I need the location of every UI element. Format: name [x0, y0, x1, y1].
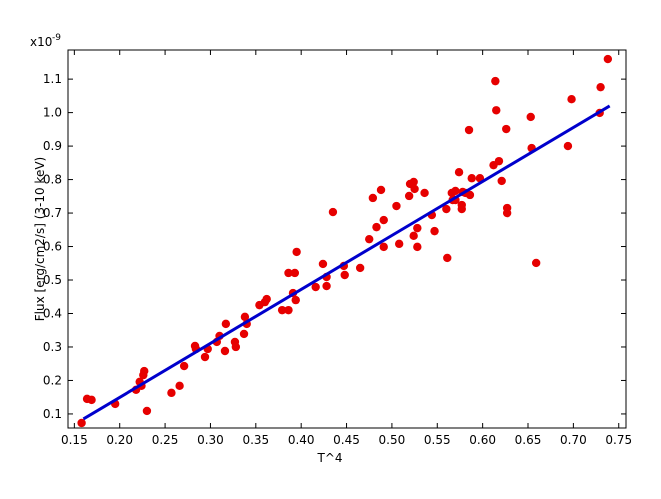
fit-line — [82, 104, 611, 421]
point — [464, 125, 474, 135]
point — [340, 270, 349, 280]
point — [379, 215, 388, 225]
x-tick-label: 0.15 — [61, 433, 88, 447]
point — [328, 207, 338, 217]
point — [567, 95, 576, 104]
point — [454, 168, 464, 177]
point — [376, 185, 386, 195]
point — [502, 124, 511, 134]
point — [420, 188, 429, 198]
point — [175, 381, 184, 391]
point — [262, 294, 271, 304]
point — [365, 234, 374, 244]
x-axis-label: T^4 — [316, 451, 342, 465]
point — [451, 186, 460, 196]
point — [291, 295, 300, 305]
point — [355, 263, 365, 273]
point — [457, 204, 466, 214]
point — [465, 190, 475, 200]
point — [292, 247, 301, 257]
point — [497, 176, 506, 186]
point — [413, 223, 422, 233]
x-tick-label: 0.75 — [605, 433, 632, 447]
point — [87, 395, 96, 405]
point — [200, 352, 210, 362]
x-tick-label: 0.30 — [197, 433, 224, 447]
y-tick-label: 0.6 — [43, 240, 62, 254]
point — [494, 156, 504, 166]
point — [318, 259, 328, 269]
x-tick-label: 0.20 — [106, 433, 133, 447]
y-tick-label: 0.9 — [43, 139, 62, 153]
y-multiplier-exponent: -9 — [52, 33, 61, 43]
point — [240, 312, 250, 322]
point — [140, 366, 149, 376]
point — [563, 141, 573, 151]
point — [284, 305, 293, 315]
point — [77, 418, 86, 428]
point — [443, 253, 452, 263]
point — [311, 282, 320, 292]
y-tick-label: 0.2 — [43, 373, 62, 387]
point — [167, 388, 176, 398]
point — [284, 268, 293, 278]
y-tick-label: 1.1 — [43, 72, 62, 86]
point — [322, 281, 331, 291]
y-tick-label: 1.0 — [43, 106, 62, 120]
x-tick-label: 0.45 — [333, 433, 360, 447]
point — [290, 268, 300, 278]
point — [409, 231, 418, 241]
point — [404, 191, 414, 201]
point — [413, 242, 422, 252]
point — [221, 319, 231, 329]
x-tick-label: 0.50 — [379, 433, 406, 447]
point — [596, 82, 605, 92]
x-tick-label: 0.35 — [242, 433, 269, 447]
point — [379, 242, 388, 252]
x-tick-label: 0.60 — [469, 433, 496, 447]
x-tick-label: 0.40 — [288, 433, 315, 447]
x-tick-label: 0.25 — [152, 433, 179, 447]
point — [502, 203, 512, 213]
y-multiplier: x10 — [30, 35, 52, 49]
point — [394, 239, 404, 249]
point — [526, 112, 535, 122]
point — [492, 106, 501, 115]
point — [231, 342, 241, 352]
point — [531, 258, 541, 268]
point — [142, 406, 152, 416]
x-tick-label: 0.55 — [424, 433, 451, 447]
point — [220, 346, 230, 356]
point — [409, 177, 418, 187]
x-tick-label: 0.65 — [515, 433, 542, 447]
y-tick-label: 0.8 — [43, 173, 62, 187]
point — [392, 201, 401, 211]
y-tick-label: 0.1 — [43, 407, 62, 421]
y-axis-label: Flux [erg/cm2/s] (3-10 keV) — [33, 157, 47, 321]
point — [603, 54, 613, 64]
point — [491, 76, 500, 86]
point — [467, 174, 476, 183]
point — [430, 226, 439, 236]
point — [410, 184, 419, 194]
point — [277, 305, 287, 315]
y-tick-label: 0.7 — [43, 206, 62, 220]
point — [372, 222, 381, 232]
point — [368, 193, 378, 203]
point — [179, 361, 189, 371]
point — [239, 329, 249, 339]
y-tick-label: 0.5 — [43, 273, 62, 287]
y-tick-label: 0.4 — [43, 306, 62, 320]
point — [442, 204, 451, 214]
y-tick-label: 0.3 — [43, 340, 62, 354]
x-tick-label: 0.70 — [560, 433, 587, 447]
